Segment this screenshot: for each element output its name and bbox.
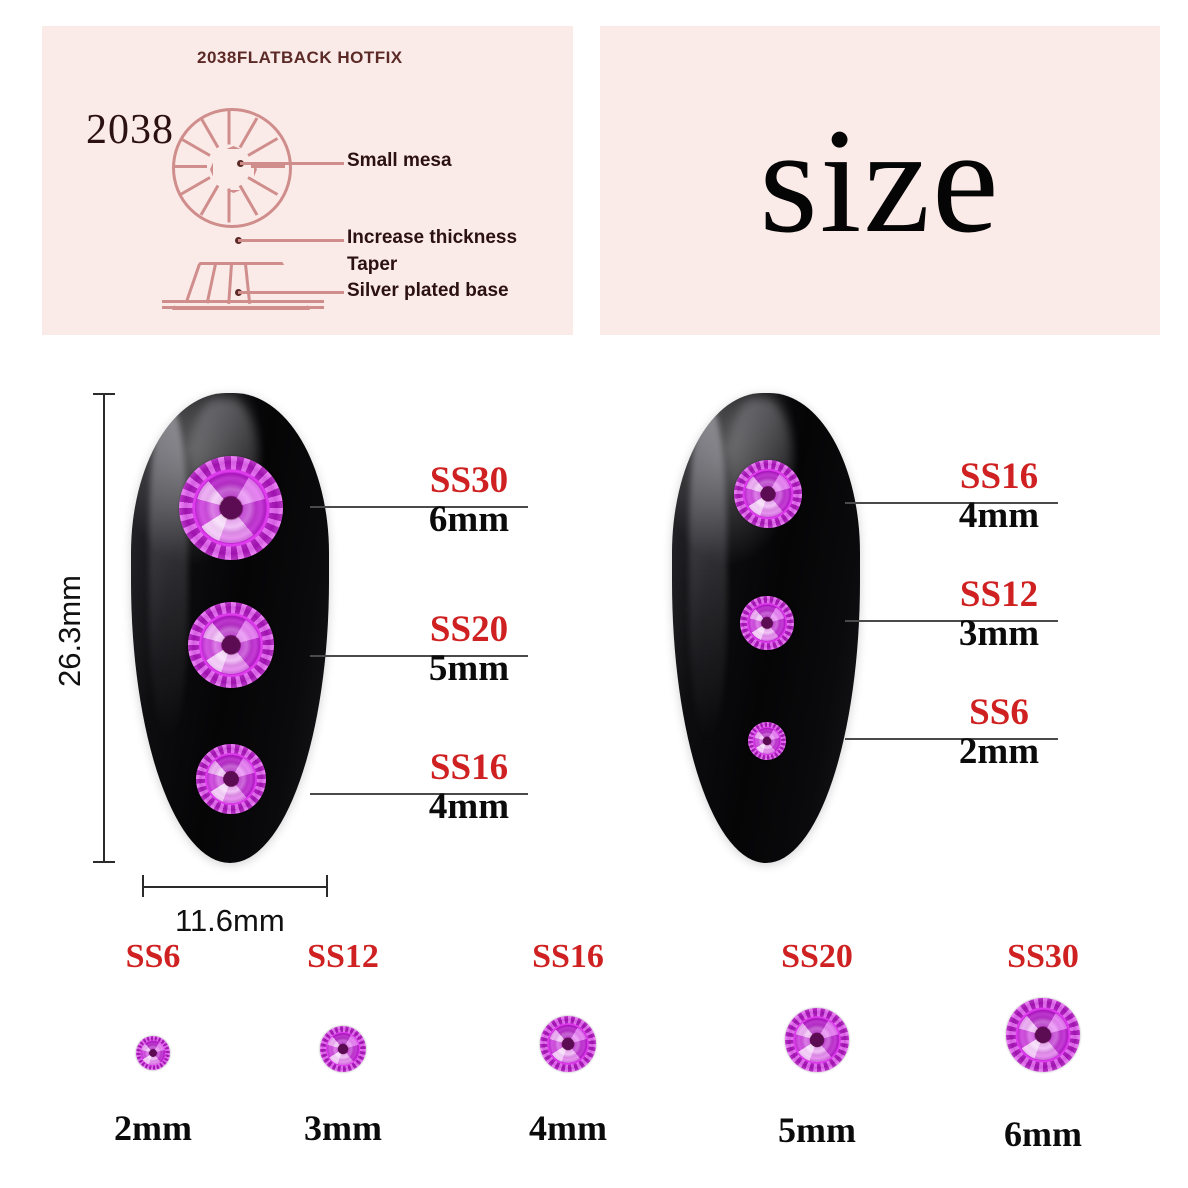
leader-line-ss30 [310,506,528,508]
gem-ss16 [196,744,266,814]
panel-title: 2038FLATBACK HOTFIX [197,48,403,67]
product-code: 2038 [86,107,174,153]
gem-sample-ss6 [136,1036,170,1070]
size-sample-ss20-mm: 5mm [778,1110,856,1150]
callout-ss6: SS6 2mm [938,694,1060,772]
gem-sample-ss30 [1006,998,1080,1072]
gem-ss6-right [748,722,786,760]
size-sample-ss12-label: SS12 [307,938,379,975]
callout-ss12: SS12 3mm [938,576,1060,654]
leader-line-ss16-right [845,502,1058,504]
size-sample-ss30-mm: 6mm [1004,1114,1082,1154]
dim-line-height [103,393,105,863]
size-sample-ss6-label: SS6 [125,938,181,975]
callout-small-mesa: Small mesa [347,150,452,171]
callout-silver-plated-base: Silver plated base [347,280,509,301]
dim-label-width: 11.6mm [175,903,285,938]
dim-tick-bottom [93,861,115,863]
size-sample-ss6: SS6 2mm [78,940,228,1160]
leader-line-ss12 [845,620,1058,622]
size-sample-ss30-label: SS30 [1007,938,1079,975]
gem-ss20 [188,602,274,688]
callout-ss30: SS30 6mm [408,462,530,540]
leader-line-base [238,291,344,294]
leader-line-ss6 [845,738,1058,740]
size-sample-ss12: SS12 3mm [268,940,418,1160]
callout-ss20-size: SS20 [429,609,509,650]
product-diagram-panel: 2038FLATBACK HOTFIX 2038 Small mesa [42,26,573,335]
size-sample-ss20: SS20 5mm [742,940,892,1160]
callout-ss16-right-mm: 4mm [958,495,1040,536]
callout-ss20: SS20 5mm [408,611,530,689]
callout-ss30-mm: 6mm [428,499,510,540]
size-sample-ss6-mm: 2mm [114,1108,192,1148]
leader-line-small-mesa [240,162,344,165]
rhinestone-topview-icon [172,108,292,228]
callout-ss16-right: SS16 4mm [938,458,1060,536]
dim-line-width [142,886,328,888]
size-sample-ss16: SS16 4mm [493,940,643,1160]
callout-increase-thickness: Increase thickness [347,227,518,248]
callout-taper: Taper [347,254,398,275]
size-heading: size [759,97,1001,264]
leader-line-ss16-left [310,793,528,795]
gem-ss12-right [740,596,794,650]
dim-label-height: 26.3mm [52,575,87,687]
callout-ss20-mm: 5mm [428,648,510,689]
dim-tick-right [326,875,328,897]
callout-ss16-left-mm: 4mm [428,786,510,827]
size-heading-panel: size [600,26,1160,335]
callout-ss30-size: SS30 [429,460,509,501]
size-sample-ss16-label: SS16 [532,938,604,975]
callout-ss6-mm: 2mm [958,731,1040,772]
size-sample-ss16-mm: 4mm [529,1108,607,1148]
callout-ss12-size: SS12 [959,574,1039,615]
callout-ss6-size: SS6 [969,692,1029,733]
callout-ss16-left-size: SS16 [429,747,509,788]
leader-line-ss20 [310,655,528,657]
leader-line-thickness [238,239,344,242]
gem-sample-ss12 [320,1026,366,1072]
size-sample-ss20-label: SS20 [781,938,853,975]
gem-ss16-right [734,460,802,528]
callout-ss12-mm: 3mm [958,613,1040,654]
gem-sample-ss20 [785,1008,849,1072]
rhinestone-sideview-icon [162,256,324,318]
size-sample-ss12-mm: 3mm [304,1108,382,1148]
gem-sample-ss16 [540,1016,596,1072]
callout-ss16-right-size: SS16 [959,456,1039,497]
size-sample-ss30: SS30 6mm [968,940,1118,1160]
gem-ss30 [179,456,283,560]
callout-ss16-left: SS16 4mm [408,749,530,827]
